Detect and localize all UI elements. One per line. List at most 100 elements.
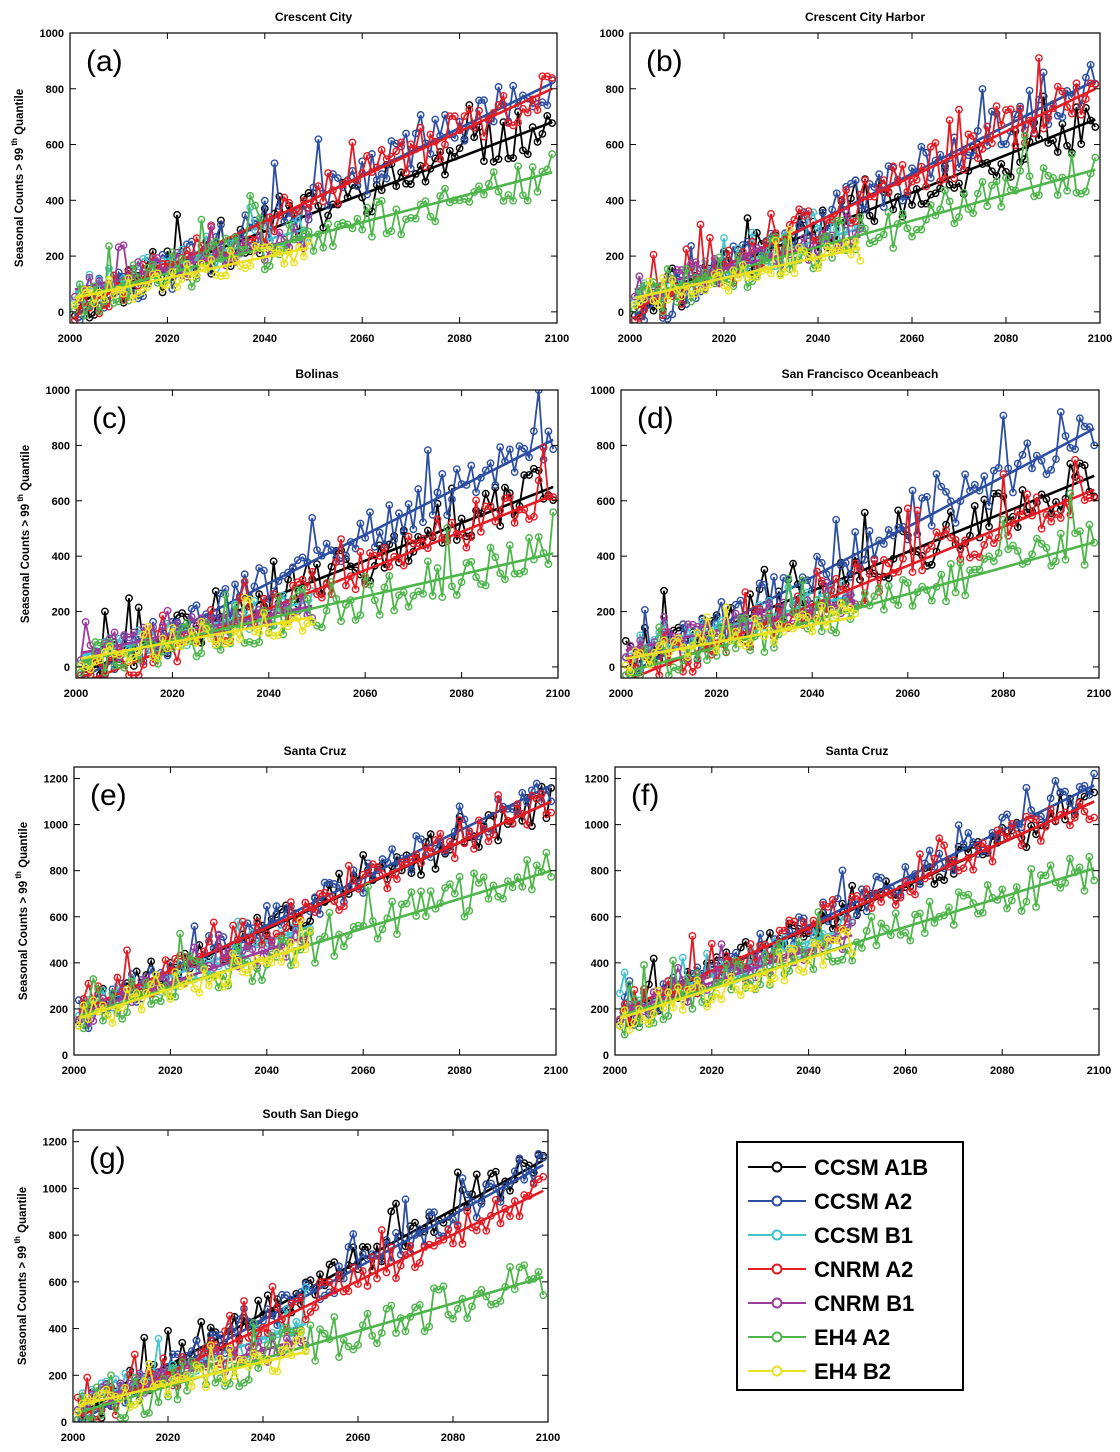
data-point [267,958,276,967]
data-point [308,617,317,626]
data-point [460,815,469,824]
data-point [860,555,869,564]
data-point [707,628,716,637]
data-point [865,239,874,248]
x-tick-label: 2040 [806,333,830,345]
data-point [748,272,757,281]
x-tick-label: 2040 [253,333,277,345]
data-point [303,582,312,591]
y-tick-label: 600 [52,496,70,508]
data-point [245,637,254,646]
data-point [1058,113,1067,122]
data-point [145,1409,153,1417]
data-point [311,908,319,917]
data-point [216,589,225,598]
data-point [795,221,804,230]
plot-frame [72,1129,549,1423]
data-point [303,594,312,603]
data-point [496,521,505,530]
data-point [366,580,374,589]
data-point [404,500,413,508]
data-point [462,532,471,541]
data-point [1030,129,1039,138]
data-point [1077,110,1086,119]
data-point [472,1213,481,1222]
data-point [460,912,469,921]
data-point [377,1328,386,1337]
y-tick-label: 400 [52,551,70,563]
data-point [373,863,382,871]
data-point [649,278,658,287]
data-point [154,654,162,663]
data-point [116,1414,125,1422]
data-point [861,176,869,184]
data-point [137,1005,146,1014]
data-point [89,996,98,1005]
data-point [798,576,807,585]
data-point [90,282,99,291]
data-point [945,903,953,912]
data-point [519,104,527,113]
data-point [314,135,323,144]
data-point [301,898,310,907]
data-point [1002,140,1010,148]
data-point [134,671,143,678]
data-point [392,1274,400,1283]
data-point [225,1311,234,1320]
data-point [455,802,464,811]
data-point [392,182,401,191]
data-point [775,939,784,948]
data-point [620,968,629,977]
data-point [230,1346,239,1355]
data-point [168,1360,177,1369]
data-point [402,899,411,908]
data-point [140,1410,149,1419]
data-point [481,581,490,590]
data-point [860,508,869,517]
data-point [818,208,827,217]
data-point [496,1197,505,1206]
data-point [760,648,769,656]
data-point [654,301,663,310]
trend-line [80,615,313,660]
data-point [255,628,264,637]
plot-frame [75,389,559,679]
x-tick-label: 2060 [350,333,374,345]
data-point [185,951,194,960]
data-point [351,616,360,624]
panel-title: Bolinas [295,367,339,381]
data-point [319,223,328,232]
data-point [147,1000,156,1008]
data-point [837,195,846,204]
data-point [738,251,747,260]
data-point [814,940,823,949]
legend-label: CCSM A2 [814,1189,912,1214]
data-point [216,1354,225,1363]
data-point [308,567,317,576]
data-point [539,1153,548,1162]
data-point [324,201,333,210]
data-point [1032,815,1040,824]
data-point [870,183,879,191]
data-point [202,1383,210,1392]
data-point [630,1018,639,1027]
data-point [1016,167,1024,175]
data-point [898,160,907,169]
data-point [696,220,705,229]
data-point [994,549,1003,557]
data-point [543,72,552,81]
data-point [980,540,989,549]
data-point [406,140,415,149]
data-point [187,604,196,613]
data-point [168,248,177,257]
data-point [377,146,386,154]
data-point [269,557,278,566]
data-point [946,560,955,568]
data-point [111,1404,120,1412]
data-point [465,827,474,835]
data-point [654,986,663,995]
data-point [92,1415,101,1422]
data-point [761,951,769,960]
data-point [1009,488,1017,497]
data-point [393,875,401,884]
